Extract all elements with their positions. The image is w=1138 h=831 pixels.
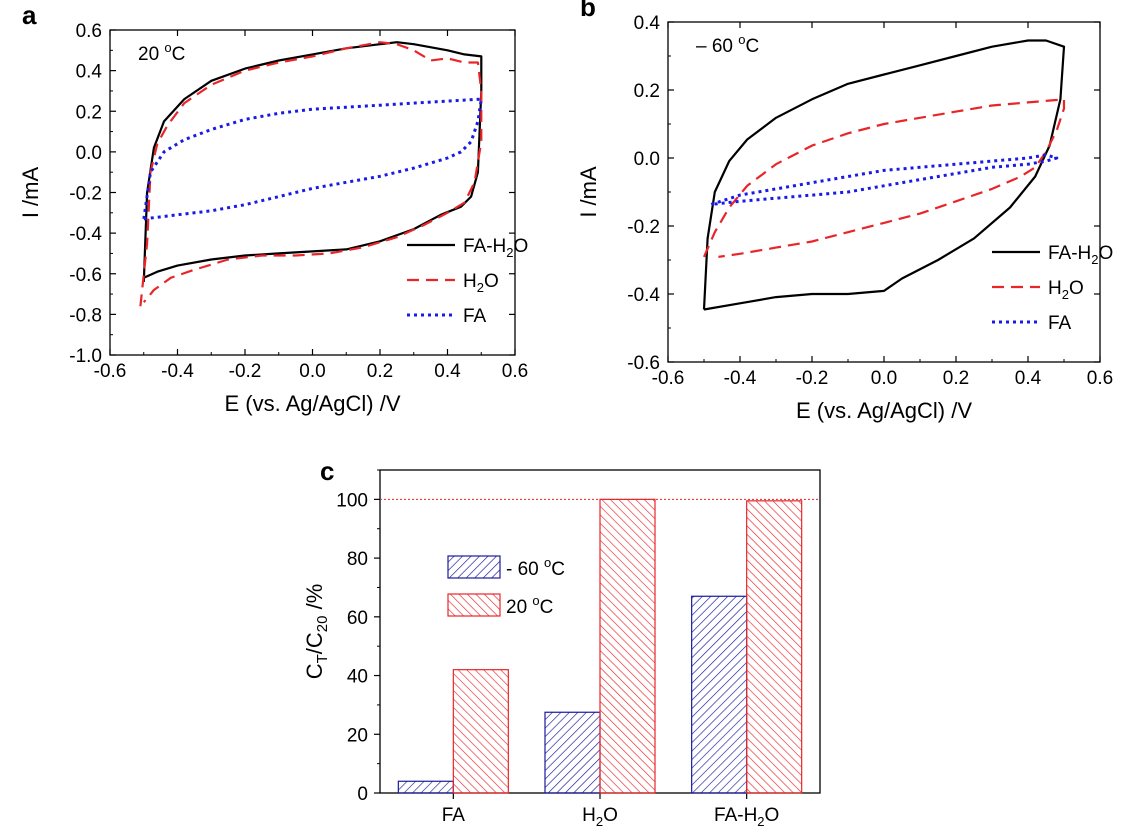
x-tick-label: -0.2: [229, 361, 262, 382]
panel-label: b: [580, 0, 596, 22]
y-axis-label: I /mA: [18, 167, 43, 219]
y-tick-label: -0.4: [627, 285, 660, 306]
bar-20c: [452, 669, 509, 794]
legend-label: H2O: [1048, 278, 1084, 302]
bar-20c: [746, 500, 803, 794]
chart-panel-b: -0.6 -0.4 -0.2 0.0 0.2 0.4 0.6 -0.6 -0.4 -0.2 0.0 0…: [576, 0, 1113, 423]
legend-label: - 60 oC: [506, 555, 565, 580]
legend-label: 20 oC: [506, 593, 553, 618]
panel-label: c: [320, 456, 334, 486]
plot-frame: [667, 21, 1101, 363]
x-tick-label: 0.0: [299, 361, 325, 382]
y-tick-label: 80: [347, 549, 368, 570]
x-category-label: H2O: [582, 805, 618, 829]
legend-swatch: [447, 555, 501, 579]
x-tick-label: 0.2: [367, 361, 393, 382]
series-line-fa-h2o: [142, 41, 483, 282]
chart-panel-a: -0.6 -0.4 -0.2 0.0 0.2 0.4 0.6 -1.0 -0.8 -0.6 -0.4…: [18, 0, 528, 416]
x-tick-label: -0.4: [724, 368, 757, 389]
y-tick-label: 0.0: [634, 149, 660, 170]
y-tick-label: -1.0: [69, 346, 102, 367]
legend-label: FA-H2O: [463, 236, 528, 260]
y-tick-label: 0: [357, 784, 368, 805]
x-axis-label: E (vs. Ag/AgCl) /V: [224, 391, 400, 416]
x-tick-label: -0.6: [94, 361, 127, 382]
panel-label: a: [22, 0, 37, 30]
x-tick-label: 0.6: [1087, 368, 1113, 389]
y-tick-label: 0.6: [76, 21, 102, 42]
y-axis-label: CT/C20 /%: [302, 584, 331, 680]
chart-panel-c: 0 20 40 60 80 100 FA H2O FA-H2O CT/C20 /% c - 60 oC…: [302, 456, 821, 829]
bar-20c: [599, 498, 656, 794]
bar-minus60: [691, 595, 748, 794]
bar-minus60: [397, 780, 454, 794]
x-tick-label: 0.6: [502, 361, 528, 382]
y-tick-label: -0.6: [69, 265, 102, 286]
x-tick-label: -0.2: [796, 368, 829, 389]
y-tick-label: 100: [336, 490, 368, 511]
temperature-annotation: 20 oC: [138, 40, 185, 65]
legend-label: FA-H2O: [1048, 243, 1113, 267]
x-tick-label: -0.4: [161, 361, 194, 382]
x-category-label: FA-H2O: [714, 805, 779, 829]
y-tick-label: -0.6: [627, 353, 660, 374]
series-line-h2o: [702, 98, 1066, 258]
y-tick-label: -0.2: [69, 184, 102, 205]
y-tick-label: -0.8: [69, 305, 102, 326]
series-line-fa: [142, 97, 483, 221]
y-tick-label: 40: [347, 667, 368, 688]
legend-label: FA: [463, 306, 487, 327]
bar-minus60: [544, 711, 601, 794]
x-category-label: FA: [442, 805, 466, 826]
y-tick-label: 0.2: [634, 81, 660, 102]
series-line-h2o: [139, 41, 483, 307]
y-tick-label: 0.4: [634, 13, 661, 34]
x-axis-label: E (vs. Ag/AgCl) /V: [796, 398, 972, 423]
series-line-fa-h2o: [702, 39, 1066, 311]
x-tick-label: 0.4: [434, 361, 461, 382]
y-tick-label: -0.4: [69, 224, 102, 245]
legend-label: FA: [1048, 313, 1072, 334]
y-tick-label: -0.2: [627, 217, 660, 238]
y-tick-label: 0.2: [76, 102, 102, 123]
plot-frame: [109, 29, 516, 356]
y-axis-label: I /mA: [576, 166, 601, 218]
legend-label: H2O: [463, 271, 499, 295]
temperature-annotation: – 60 oC: [696, 32, 759, 57]
y-tick-label: 0.0: [76, 143, 102, 164]
x-tick-label: 0.0: [871, 368, 897, 389]
y-tick-label: 0.4: [76, 62, 103, 83]
y-tick-label: 60: [347, 608, 368, 629]
x-tick-label: 0.2: [943, 368, 969, 389]
legend-swatch: [447, 593, 501, 617]
x-tick-label: -0.6: [652, 368, 685, 389]
x-tick-label: 0.4: [1015, 368, 1042, 389]
series-line-fa: [710, 153, 1059, 206]
y-tick-label: 20: [347, 725, 368, 746]
